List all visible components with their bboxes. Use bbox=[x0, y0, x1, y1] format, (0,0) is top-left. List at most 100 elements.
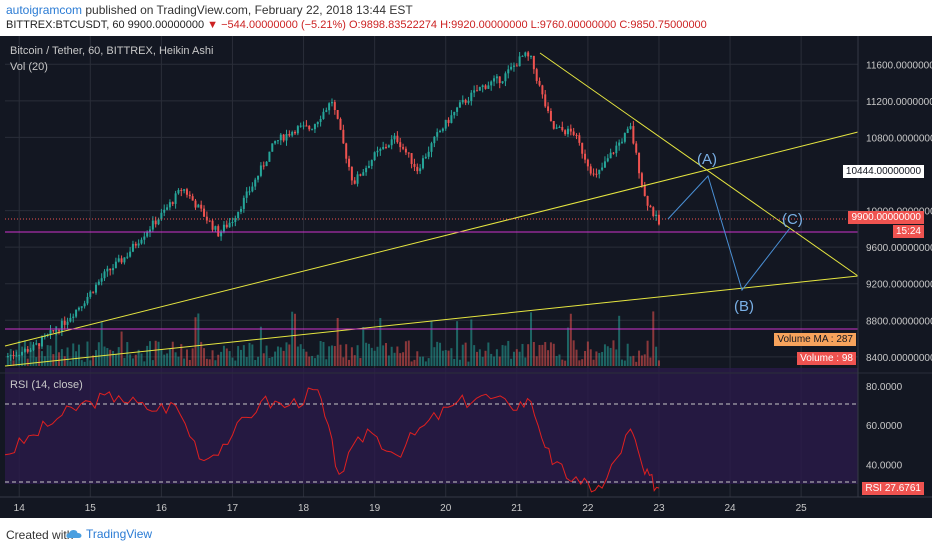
volume-bar bbox=[527, 344, 530, 366]
candle-body bbox=[237, 211, 240, 219]
volume-bar bbox=[129, 354, 132, 366]
candle-body bbox=[623, 132, 626, 142]
price-tick-label: 8400.00000000 bbox=[866, 353, 932, 364]
volume-bar bbox=[157, 341, 160, 366]
candle-body bbox=[134, 243, 137, 246]
candle-body bbox=[569, 128, 572, 132]
candle-body bbox=[515, 65, 518, 67]
volume-bar bbox=[390, 346, 393, 366]
volume-bar bbox=[188, 359, 191, 366]
volume-bar bbox=[493, 356, 496, 366]
volume-bar bbox=[66, 347, 69, 366]
volume-bar bbox=[237, 346, 240, 366]
volume-bar bbox=[149, 341, 152, 366]
author-link[interactable]: autoigramcom bbox=[6, 3, 83, 17]
volume-bar bbox=[501, 345, 504, 366]
candle-body bbox=[117, 258, 120, 262]
volume-bar bbox=[21, 352, 24, 366]
volume-bar bbox=[197, 313, 200, 366]
volume-bar bbox=[242, 345, 245, 366]
volume-legend[interactable]: Vol (20) bbox=[10, 61, 48, 73]
candle-body bbox=[638, 152, 641, 174]
tradingview-logo[interactable]: TradingView bbox=[66, 527, 152, 541]
candle-body bbox=[94, 284, 97, 293]
volume-bar bbox=[40, 351, 43, 366]
candle-body bbox=[478, 87, 481, 91]
volume-bar bbox=[618, 315, 621, 366]
volume-bar bbox=[382, 345, 385, 366]
volume-bar bbox=[655, 346, 658, 366]
rsi-tick-label: 60.0000 bbox=[866, 421, 903, 432]
candle-body bbox=[163, 209, 166, 213]
time-tick-label: 19 bbox=[369, 503, 381, 514]
price-tick-label: 9600.00000000 bbox=[866, 243, 932, 254]
volume-bar bbox=[592, 359, 595, 366]
candle-body bbox=[77, 307, 80, 310]
candle-body bbox=[655, 214, 658, 216]
volume-bar bbox=[603, 344, 606, 366]
volume-bar bbox=[106, 348, 109, 366]
chart-area[interactable]: 11600.00000000 11200.00000000 10800.000000… bbox=[0, 36, 932, 518]
volume-bar bbox=[276, 346, 279, 366]
candle-body bbox=[390, 139, 393, 146]
trendlines[interactable] bbox=[4, 52, 859, 367]
volume-bar bbox=[561, 359, 564, 366]
candle-body bbox=[211, 220, 214, 230]
volume-bar bbox=[439, 342, 442, 366]
volume-bar bbox=[356, 345, 359, 366]
candle-body bbox=[143, 236, 146, 240]
volume-bar bbox=[564, 360, 567, 366]
volume-bar bbox=[140, 353, 143, 366]
time-axis[interactable]: 14 15 16 17 18 19 20 21 22 23 24 25 bbox=[14, 503, 807, 514]
candle-body bbox=[305, 125, 308, 127]
rsi-tick-label: 40.0000 bbox=[866, 461, 903, 472]
volume-bar bbox=[447, 350, 450, 366]
candle-body bbox=[140, 239, 143, 244]
volume-bar bbox=[248, 342, 251, 366]
candle-body bbox=[296, 126, 299, 134]
rsi-legend[interactable]: RSI (14, close) bbox=[10, 379, 83, 391]
candle-body bbox=[561, 126, 564, 131]
volume-bar bbox=[160, 349, 163, 366]
candle-body bbox=[177, 190, 180, 194]
candle-body bbox=[621, 141, 624, 143]
candle-body bbox=[245, 191, 248, 198]
wave-projection[interactable] bbox=[667, 175, 791, 292]
volume-bar bbox=[470, 319, 473, 366]
volume-bar bbox=[316, 354, 319, 366]
volume-bar bbox=[657, 360, 660, 366]
candle-body bbox=[413, 163, 416, 167]
candle-body bbox=[510, 66, 513, 70]
volume-bar bbox=[575, 349, 578, 366]
volume-bar bbox=[94, 350, 97, 366]
rsi-axis[interactable]: 80.0000 60.0000 40.0000 bbox=[866, 382, 903, 472]
candle-body bbox=[257, 175, 260, 180]
candle-body bbox=[231, 221, 234, 223]
candle-body bbox=[382, 146, 385, 149]
volume-bar bbox=[444, 350, 447, 366]
volume-bar bbox=[231, 357, 234, 366]
candle-body bbox=[208, 220, 211, 222]
volume-bar bbox=[319, 341, 322, 366]
candle-body bbox=[484, 85, 487, 89]
volume-bar bbox=[350, 347, 353, 366]
volume-bar bbox=[143, 361, 146, 366]
volume-bar bbox=[325, 359, 328, 366]
chart-canvas[interactable]: 11600.00000000 11200.00000000 10800.000000… bbox=[0, 36, 932, 518]
last-price-tag: 9900.00000000 bbox=[848, 211, 924, 224]
volume-bar bbox=[52, 354, 55, 366]
volume-bar bbox=[257, 356, 260, 366]
volume-bar bbox=[621, 359, 624, 366]
price-tick-label: 9200.00000000 bbox=[866, 280, 932, 291]
volume-bar bbox=[336, 317, 339, 366]
tradingview-brand[interactable]: TradingView bbox=[86, 527, 153, 541]
volume-bar bbox=[299, 344, 302, 366]
volume-ma-tag: Volume MA : 287 bbox=[774, 333, 856, 346]
volume-bar bbox=[510, 358, 513, 366]
volume-bar bbox=[495, 349, 498, 366]
candle-body bbox=[183, 189, 186, 191]
candle-body bbox=[439, 130, 442, 133]
chart-legend[interactable]: Bitcoin / Tether, 60, BITTREX, Heikin As… bbox=[10, 45, 214, 57]
volume-bar bbox=[410, 361, 413, 366]
candle-body bbox=[552, 120, 555, 129]
